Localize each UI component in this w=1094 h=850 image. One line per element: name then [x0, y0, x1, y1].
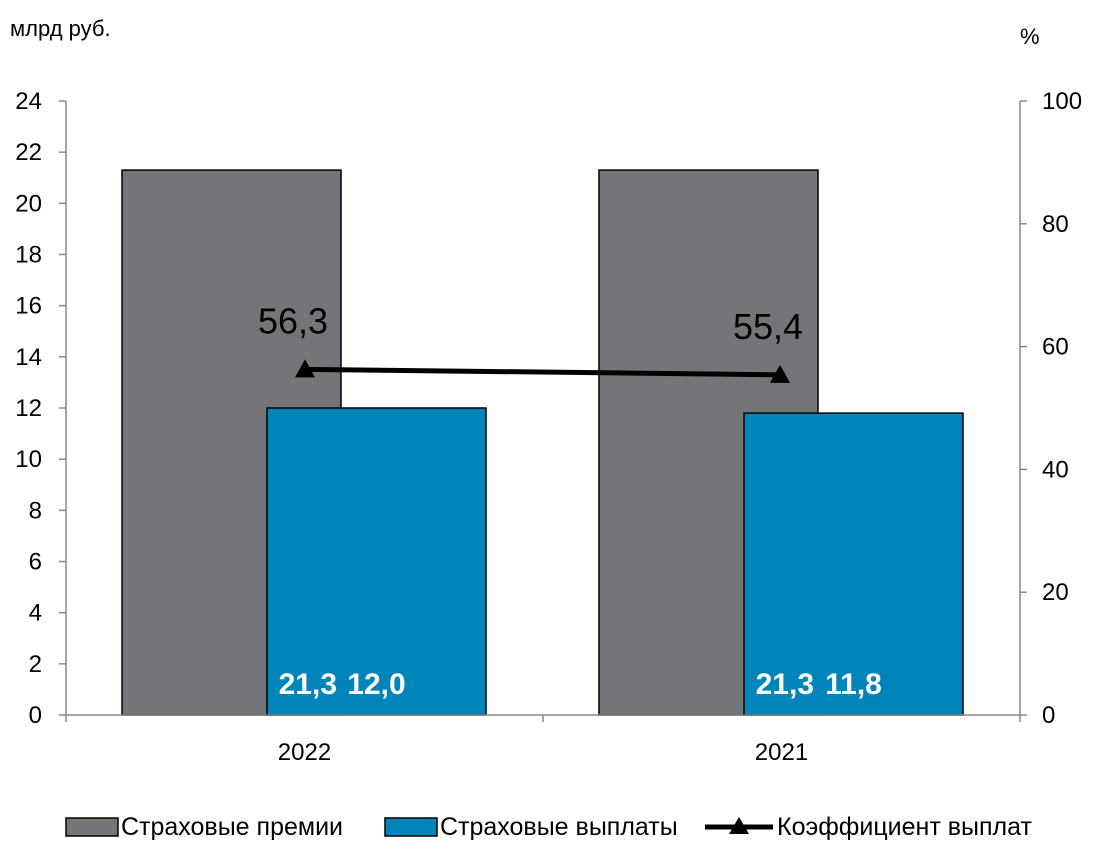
legend: Страховые премии Страховые выплаты Коэффиц… [65, 813, 1032, 841]
category-label: 2022 [278, 739, 331, 766]
bar-value-label: 21,3 [756, 668, 814, 701]
right-tick-label: 20 [1042, 579, 1069, 606]
right-tick-label: 80 [1042, 211, 1069, 238]
payout-ratio-label: 56,3 [258, 300, 328, 341]
left-tick-label: 12 [15, 395, 42, 422]
left-axis-unit: млрд руб. [10, 16, 111, 41]
right-axis-unit: % [1020, 24, 1040, 49]
payout-ratio-marker [295, 359, 315, 378]
right-tick-label: 100 [1042, 88, 1082, 115]
left-tick-label: 18 [15, 242, 42, 269]
left-tick-label: 6 [29, 549, 42, 576]
left-tick-label: 14 [15, 344, 42, 371]
bar-value-label: 12,0 [347, 668, 405, 701]
right-tick-label: 0 [1042, 702, 1055, 729]
right-tick-label: 60 [1042, 334, 1069, 361]
legend-swatch-1 [384, 817, 438, 837]
category-label: 2021 [755, 739, 808, 766]
left-tick-label: 24 [15, 88, 42, 115]
right-tick-label: 40 [1042, 456, 1069, 483]
legend-swatch-0 [65, 817, 119, 837]
left-tick-label: 4 [29, 600, 42, 627]
legend-label: Страховые выплаты [440, 813, 678, 841]
bar-страховые-выплаты-2021 [743, 412, 964, 716]
bar-страховые-выплаты-2022 [266, 407, 487, 716]
payout-ratio-label: 55,4 [733, 306, 803, 347]
legend-label: Страховые премии [121, 813, 343, 841]
bars-layer: 21,3 12,0 21,3 11,8 [121, 169, 964, 716]
left-tick-label: 0 [29, 702, 42, 729]
axes-layer: 2022 202102468101214161820222402040608010… [15, 88, 1082, 766]
legend-marker [729, 817, 749, 834]
payout-ratio-line [304, 366, 781, 378]
line-layer: 56,3 55,4 [258, 300, 803, 383]
left-tick-label: 2 [29, 651, 42, 678]
left-tick-label: 8 [29, 497, 42, 524]
payout-ratio-marker [770, 364, 790, 383]
bar-value-label: 11,8 [825, 668, 882, 701]
left-tick-label: 10 [15, 446, 42, 473]
bar-value-label: 21,3 [279, 668, 337, 701]
legend-label: Коэффициент выплат [777, 813, 1032, 841]
left-tick-label: 20 [15, 190, 42, 217]
left-tick-label: 16 [15, 293, 42, 320]
left-tick-label: 22 [15, 139, 42, 166]
